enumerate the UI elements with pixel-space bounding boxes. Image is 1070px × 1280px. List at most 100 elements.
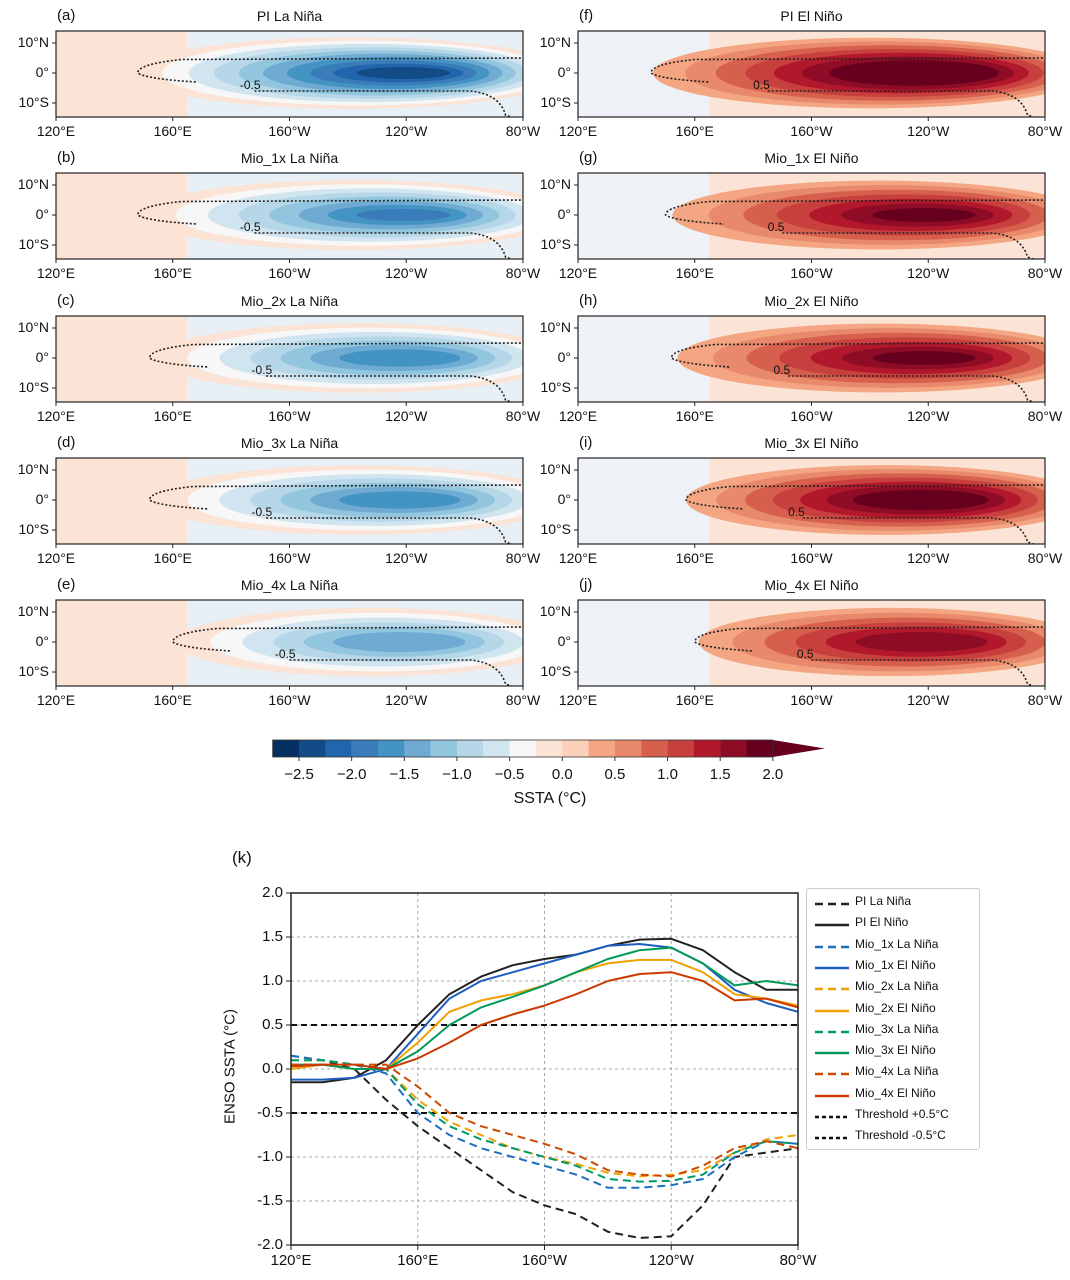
lon-tick-label: 120°W bbox=[385, 407, 428, 424]
lat-tick-label: 10°N bbox=[17, 460, 49, 477]
y-tick-label: 2.0 bbox=[262, 884, 283, 901]
map-plot: 0.5 bbox=[574, 30, 1046, 121]
colorbar-level bbox=[720, 740, 747, 757]
ssta-contour-fill bbox=[356, 209, 451, 222]
series-line bbox=[290, 971, 799, 1070]
lat-tick-label: 10°N bbox=[17, 176, 49, 193]
panel-letter: (g) bbox=[579, 149, 598, 167]
threshold-contour-line bbox=[685, 484, 1045, 544]
legend-line-swatch bbox=[815, 902, 849, 906]
lon-tick-label: 160°E bbox=[153, 549, 192, 566]
legend-line-swatch bbox=[815, 987, 849, 991]
lon-tick-label: 120°W bbox=[907, 265, 950, 282]
lon-tick-label: 80°W bbox=[1027, 407, 1063, 424]
legend-label: PI La Niña bbox=[855, 894, 912, 908]
lat-tick-label: 0° bbox=[557, 633, 571, 650]
legend-line-swatch bbox=[815, 1115, 849, 1119]
lat-tick-label: 10°S bbox=[18, 94, 49, 110]
lat-tick-label: 10°S bbox=[540, 663, 571, 680]
legend-entry: Mio_4x La Niña bbox=[807, 1062, 977, 1083]
threshold-contour-line bbox=[670, 341, 1045, 402]
panel-title: Mio_4x El Niño bbox=[764, 577, 859, 594]
colorbar-label: SSTA (°C) bbox=[513, 790, 587, 807]
colorbar-tick-label: −0.5 bbox=[494, 766, 525, 783]
threshold-contour-line bbox=[136, 199, 523, 260]
legend-entry: Threshold -0.5°C bbox=[807, 1126, 977, 1147]
colorbar-tick-label: −1.0 bbox=[442, 766, 472, 783]
x-tick-label: 120°E bbox=[270, 1252, 312, 1269]
colorbar-level bbox=[588, 740, 616, 757]
lat-tick-label: 10°N bbox=[539, 34, 571, 50]
lon-tick-label: 160°W bbox=[268, 265, 311, 282]
lon-tick-label: 160°W bbox=[790, 692, 833, 709]
lat-tick-label: 0° bbox=[557, 348, 571, 365]
map-plot: -0.5 bbox=[52, 30, 524, 121]
ssta-contour-fill bbox=[872, 208, 976, 223]
colorbar-tick-label: −2.0 bbox=[336, 766, 367, 783]
contour-label: -0.5 bbox=[275, 647, 296, 661]
legend-label: Threshold -0.5°C bbox=[855, 1128, 946, 1143]
lon-tick-label: 80°W bbox=[505, 549, 541, 566]
colorbar-level bbox=[667, 740, 695, 757]
lon-tick-label: 120°W bbox=[385, 123, 428, 139]
panel-title: PI El Niño bbox=[780, 8, 843, 24]
legend-line-swatch bbox=[815, 966, 849, 970]
contour-label: 0.5 bbox=[797, 647, 814, 661]
lon-tick-label: 120°E bbox=[558, 692, 598, 709]
legend-entry: Mio_1x El Niño bbox=[807, 956, 977, 977]
colorbar-frame bbox=[272, 739, 774, 758]
colorbar-tick-label: 2.0 bbox=[762, 766, 784, 783]
colorbar-level bbox=[746, 740, 774, 757]
legend-label: Mio_3x La Niña bbox=[855, 1021, 939, 1036]
legend-line-swatch bbox=[815, 1030, 849, 1034]
panel-title: Mio_1x El Niño bbox=[764, 150, 859, 167]
map-panel: 0.5 bbox=[574, 314, 1046, 406]
colorbar-level bbox=[535, 740, 563, 757]
lon-tick-label: 120°W bbox=[907, 692, 950, 709]
contour-label: 0.5 bbox=[768, 220, 785, 234]
threshold-contour-line bbox=[148, 341, 523, 402]
lon-tick-label: 160°E bbox=[153, 123, 192, 139]
legend-label: Mio_1x El Niño bbox=[855, 957, 936, 972]
colorbar-level bbox=[430, 740, 458, 757]
legend-line-swatch bbox=[815, 1137, 849, 1140]
panel-letter: (f) bbox=[579, 7, 594, 24]
lat-tick-label: 10°S bbox=[18, 663, 49, 680]
y-tick-label: -2.0 bbox=[257, 1236, 283, 1253]
lat-tick-label: 10°S bbox=[540, 378, 571, 395]
lat-tick-label: 10°S bbox=[540, 520, 571, 537]
legend-label: Mio_1x La Niña bbox=[855, 936, 939, 951]
lon-tick-label: 160°W bbox=[790, 407, 833, 424]
legend-entry: Mio_1x La Niña bbox=[807, 935, 977, 956]
legend-entry: Mio_3x El Niño bbox=[807, 1041, 977, 1062]
lat-tick-label: 0° bbox=[35, 490, 49, 507]
panel-title: Mio_4x La Niña bbox=[240, 577, 339, 594]
plot-frame bbox=[290, 892, 799, 1246]
colorbar-tick-label: −2.5 bbox=[284, 766, 314, 783]
legend-label: Mio_2x La Niña bbox=[855, 979, 939, 994]
map-plot: 0.5 bbox=[574, 314, 1046, 406]
series-line bbox=[290, 1054, 799, 1239]
threshold-contour-line bbox=[136, 57, 523, 117]
colorbar-level bbox=[483, 740, 510, 757]
lon-tick-label: 120°E bbox=[558, 265, 598, 282]
lon-tick-label: 80°W bbox=[1027, 123, 1063, 139]
x-tick-label: 160°E bbox=[397, 1252, 439, 1269]
legend-label: Mio_3x El Niño bbox=[855, 1043, 936, 1058]
y-tick-label: 0.0 bbox=[262, 1060, 283, 1077]
legend-entry: PI El Niño bbox=[807, 913, 977, 934]
colorbar-tick-label: 1.5 bbox=[709, 766, 731, 783]
contour-label: 0.5 bbox=[753, 78, 770, 92]
panel-title: Mio_2x La Niña bbox=[240, 292, 339, 309]
lon-tick-label: 80°W bbox=[505, 407, 541, 424]
panel-letter: (i) bbox=[579, 433, 593, 451]
contour-label: 0.5 bbox=[774, 363, 791, 377]
colorbar-level bbox=[404, 740, 431, 757]
y-tick-label: -1.5 bbox=[257, 1192, 283, 1209]
lon-tick-label: 120°W bbox=[385, 692, 428, 709]
legend-line-swatch bbox=[815, 924, 849, 927]
ssta-contour-fill bbox=[878, 493, 973, 506]
legend-entry: Mio_2x La Niña bbox=[807, 977, 977, 998]
lon-tick-label: 160°W bbox=[790, 265, 833, 282]
